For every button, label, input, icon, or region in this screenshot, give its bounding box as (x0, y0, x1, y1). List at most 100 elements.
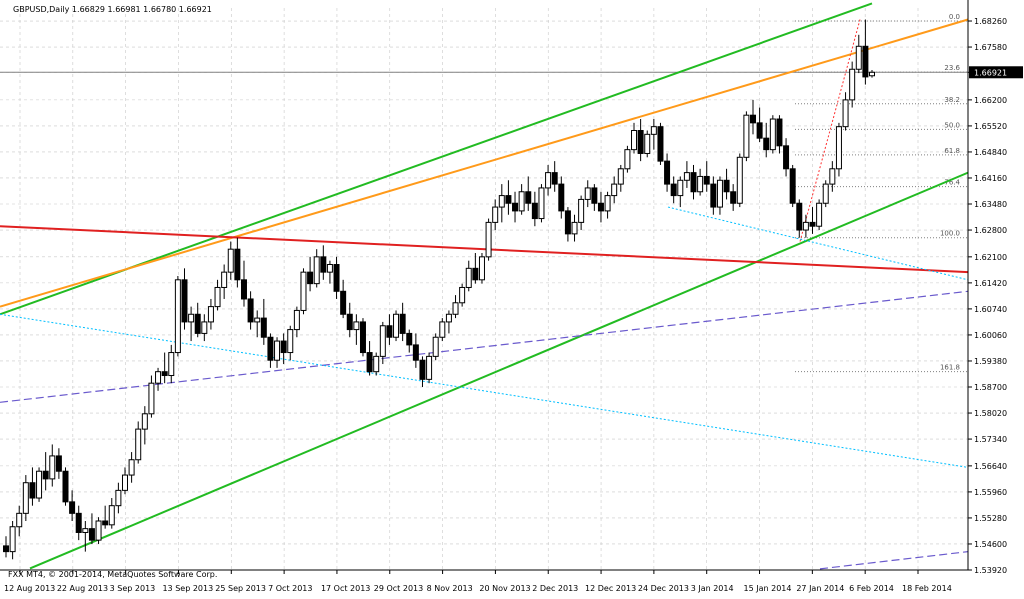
candle-bear (690, 172, 697, 193)
price-tick-label: 1.60060 (974, 331, 1007, 340)
price-tick-label: 1.67580 (974, 43, 1007, 52)
candle-bull (135, 428, 142, 461)
time-tick-label: 24 Dec 2013 (638, 584, 689, 593)
candle-bear (386, 325, 393, 338)
price-tick-label: 1.59380 (974, 357, 1007, 366)
trendlines[interactable] (0, 2, 969, 570)
candle-bull (624, 149, 631, 170)
candle-bull (201, 321, 208, 334)
fibonacci-retracement[interactable]: 0.0 23.6 38.2 50.0 61.8 76.4 100.0 161.8 (0, 13, 968, 373)
candle-bear (664, 160, 671, 185)
candle-bear (29, 482, 36, 499)
candle-bull (168, 352, 175, 377)
channel-lower-line[interactable] (29, 171, 969, 570)
copyright-text: FXX MT4, © 2001-2014, MetaQuotes Softwar… (8, 570, 217, 579)
dashed-regression-line[interactable] (0, 290, 969, 403)
candle-bear (161, 371, 168, 377)
candle-bull (254, 317, 261, 323)
candle-bull (829, 168, 836, 185)
candle-bear (750, 114, 757, 124)
candle-bull (82, 528, 89, 533)
candle-bear (88, 528, 95, 541)
candle-bull (631, 130, 638, 151)
candle-bull (432, 336, 439, 357)
candle-bull (141, 413, 148, 430)
candle-bull (465, 267, 472, 288)
candle-bull (313, 256, 320, 285)
candle-bear (181, 279, 188, 323)
candle-bull (188, 313, 195, 323)
candle-bull (769, 118, 776, 151)
candle-bear (756, 122, 763, 139)
candle-bull (293, 309, 300, 331)
candle-bear (69, 501, 76, 514)
price-tick-label: 1.64160 (974, 174, 1007, 183)
time-tick-label: 13 Sep 2013 (162, 584, 213, 593)
candle-bear (340, 290, 347, 315)
candle-bull (736, 156, 743, 204)
symbol-header: GBPUSD,Daily 1.66829 1.66981 1.66780 1.6… (13, 5, 212, 14)
candle-bear (62, 470, 69, 503)
price-tick-label: 1.55280 (974, 514, 1007, 523)
price-axis: 1.682601.675801.669201.662001.655201.648… (0, 0, 1023, 575)
price-tick-label: 1.62800 (974, 226, 1007, 235)
candle-bull (214, 286, 221, 308)
fibo-level-label: 76.4 (944, 179, 960, 187)
candle-bear (783, 145, 790, 170)
candle-bear (280, 340, 287, 354)
channel-upper-line[interactable] (0, 2, 873, 316)
price-tick-label: 1.61420 (974, 279, 1007, 288)
candle-bull (121, 474, 128, 491)
candle-bull (148, 382, 155, 415)
dashed-lower-line[interactable] (819, 551, 969, 570)
dotted-support-line-2[interactable] (667, 206, 969, 281)
time-tick-label: 7 Oct 2013 (268, 584, 312, 593)
candle-bear (670, 183, 677, 197)
candle-bull (677, 179, 684, 197)
candle-bear (763, 137, 770, 151)
candle-bull (538, 187, 545, 220)
horizontal-trend-line[interactable] (0, 225, 969, 274)
candle-bear (723, 179, 730, 193)
candle-bull (697, 175, 704, 193)
current-price-label: 1.66921 (974, 68, 1007, 77)
candle-bull (353, 321, 360, 331)
candle-bull (816, 202, 823, 227)
candle-bull (571, 221, 578, 235)
candle-bull (842, 99, 849, 128)
dotted-support-line[interactable] (0, 313, 969, 468)
candles (3, 19, 875, 560)
candle-bull (650, 126, 657, 135)
candle-bull (274, 340, 281, 361)
time-tick-label: 2 Dec 2013 (532, 584, 578, 593)
time-tick-label: 27 Jan 2014 (796, 584, 844, 593)
candle-bear (307, 271, 314, 285)
price-tick-label: 1.62100 (974, 253, 1007, 262)
candle-bear (531, 202, 538, 220)
time-tick-label: 29 Oct 2013 (374, 584, 423, 593)
fibo-level-label: 161.8 (940, 364, 960, 372)
price-tick-label: 1.55960 (974, 488, 1007, 497)
candle-bear (333, 263, 340, 292)
candle-bull (227, 248, 234, 273)
fibo-level-label: 38.2 (944, 96, 960, 104)
candle-bear (512, 202, 519, 212)
candle-bull (545, 172, 552, 189)
candle-bear (260, 317, 267, 338)
candle-bear (525, 191, 532, 204)
candle-bull (578, 198, 585, 223)
candle-bull (485, 221, 492, 258)
time-tick-label: 20 Nov 2013 (479, 584, 530, 593)
candle-bear (247, 298, 254, 323)
price-tick-label: 1.58700 (974, 383, 1007, 392)
candle-bear (637, 130, 644, 154)
candle-bear (591, 187, 598, 204)
price-tick-label: 1.58020 (974, 409, 1007, 418)
time-tick-label: 12 Aug 2013 (4, 584, 55, 593)
candle-bear (3, 545, 9, 553)
resistance-line[interactable] (0, 18, 969, 308)
candle-bear (366, 352, 373, 373)
candle-bull (802, 221, 809, 231)
candle-bull (716, 179, 723, 208)
